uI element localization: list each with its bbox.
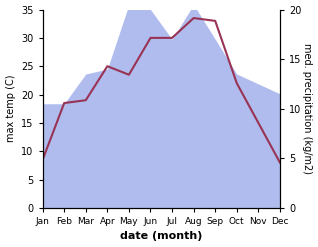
Y-axis label: max temp (C): max temp (C) [5,75,16,143]
Y-axis label: med. precipitation (kg/m2): med. precipitation (kg/m2) [302,43,313,174]
X-axis label: date (month): date (month) [120,231,203,242]
